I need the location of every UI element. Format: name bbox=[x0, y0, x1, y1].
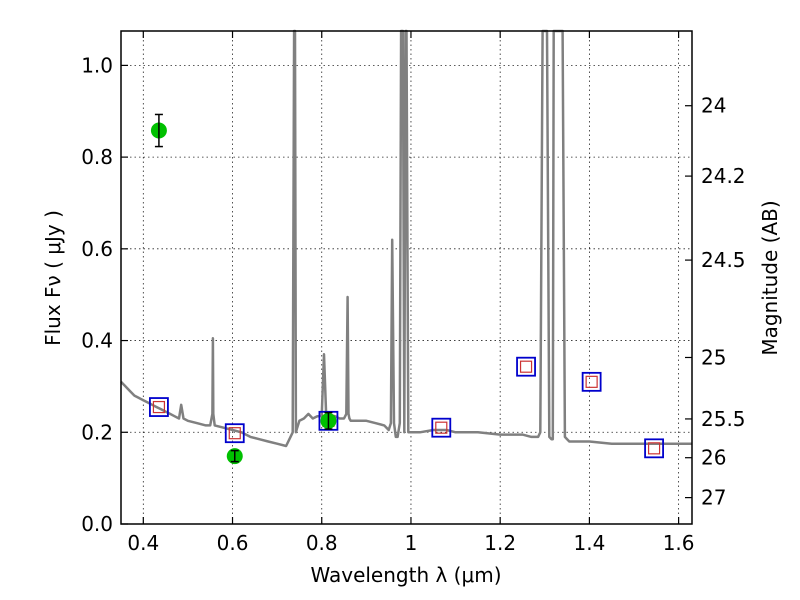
model-band-square bbox=[431, 417, 452, 438]
y-axis-label: Flux Fν ( μJy ) bbox=[41, 210, 65, 346]
model-band-square bbox=[516, 356, 536, 377]
y-tick-label: 1.0 bbox=[81, 53, 113, 77]
y-tick-label: 0.0 bbox=[81, 512, 113, 536]
model-spectrum-layer bbox=[120, 29, 692, 448]
y2-tick-label: 25.5 bbox=[701, 407, 746, 431]
model-band-square bbox=[644, 438, 664, 459]
y2-tick-label: 24 bbox=[701, 94, 726, 118]
model-band-inner-square bbox=[585, 375, 598, 388]
x-tick-label: 1.2 bbox=[484, 531, 516, 555]
x-axis-label: Wavelength λ (μm) bbox=[310, 563, 501, 587]
y2-tick-label: 26 bbox=[701, 446, 726, 470]
y2-axis-label: Magnitude (AB) bbox=[758, 200, 782, 355]
model-band-square bbox=[149, 397, 169, 417]
model-spectrum-line bbox=[120, 29, 692, 448]
model-band-inner-square bbox=[152, 400, 166, 414]
model-band-inner-square bbox=[519, 360, 533, 373]
y2-tick-label: 24.5 bbox=[701, 248, 746, 272]
y2-tick-label: 27 bbox=[701, 486, 726, 510]
model-band-inner-square bbox=[647, 442, 661, 455]
y2-tick-label: 25 bbox=[701, 345, 726, 369]
model-band-inner-square bbox=[435, 421, 448, 434]
model-band-square bbox=[224, 423, 245, 444]
y-tick-label: 0.8 bbox=[81, 145, 113, 169]
x-tick-label: 1.6 bbox=[663, 531, 695, 555]
x-tick-label: 1 bbox=[405, 531, 418, 555]
y-tick-label: 0.4 bbox=[81, 329, 113, 353]
plot-frame bbox=[120, 30, 693, 525]
model-band-square bbox=[581, 371, 602, 392]
observed-points-layer bbox=[150, 113, 337, 465]
x-tick-label: 0.4 bbox=[127, 531, 159, 555]
model-band-inner-square bbox=[228, 427, 241, 440]
y2-tick-label: 24.2 bbox=[701, 164, 746, 188]
x-tick-label: 0.6 bbox=[217, 531, 249, 555]
x-tick-label: 0.8 bbox=[306, 531, 338, 555]
y-tick-label: 0.6 bbox=[81, 237, 113, 261]
y-tick-label: 0.2 bbox=[81, 420, 113, 444]
ticks-layer: 0.4 0.6 0.8 1 1.2 1.4 1.6 0.0 0.2 0.4 0.6 0.8 1.0 24 2… bbox=[81, 31, 746, 555]
x-tick-label: 1.4 bbox=[573, 531, 605, 555]
